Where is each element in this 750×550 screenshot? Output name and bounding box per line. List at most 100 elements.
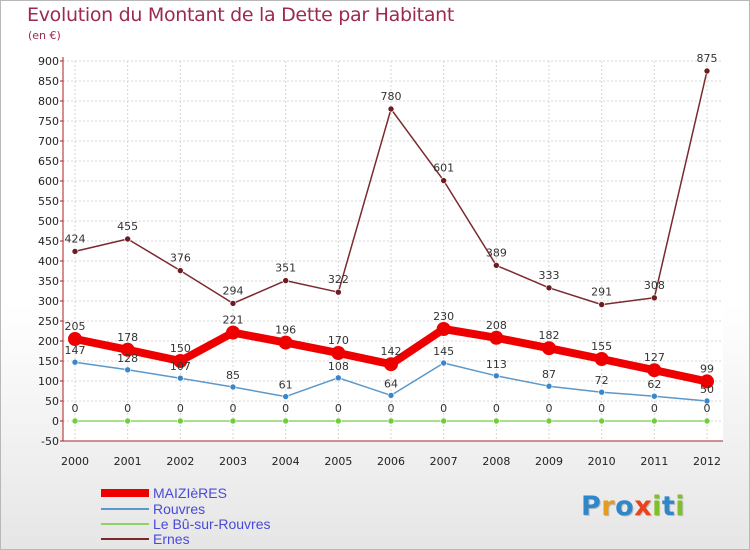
- data-point-ernes: [177, 267, 184, 274]
- data-label-maizieres: 150: [170, 342, 191, 355]
- data-point-rouvres: [335, 374, 342, 382]
- data-label-ernes: 455: [117, 220, 138, 233]
- data-label-le-bu-sur-rouvres: 0: [124, 402, 131, 415]
- data-point-ernes: [598, 301, 605, 308]
- data-point-maizieres: [173, 354, 188, 368]
- x-tick-label: 2001: [114, 455, 142, 468]
- data-point-le-bu-sur-rouvres: [651, 417, 658, 425]
- data-label-maizieres: 182: [539, 329, 560, 342]
- legend-label-le-bu-sur-rouvres: Le Bû-sur-Rouvres: [153, 516, 271, 532]
- data-label-maizieres: 208: [486, 319, 507, 332]
- x-tick-label: 2003: [219, 455, 247, 468]
- y-tick-label: -50: [41, 435, 59, 448]
- data-label-ernes: 351: [275, 262, 296, 275]
- data-label-rouvres: 50: [700, 383, 714, 396]
- data-point-maizieres: [384, 357, 398, 372]
- y-tick-label: 750: [38, 115, 59, 128]
- x-tick-label: 2005: [324, 455, 352, 468]
- y-tick-label: 300: [38, 295, 59, 308]
- data-point-rouvres: [124, 366, 131, 374]
- y-tick-label: 800: [38, 95, 59, 108]
- logo-letter: r: [601, 491, 616, 522]
- data-label-maizieres: 230: [433, 310, 454, 323]
- data-point-rouvres: [493, 372, 500, 380]
- data-label-ernes: 308: [644, 279, 665, 292]
- data-label-le-bu-sur-rouvres: 0: [651, 402, 658, 415]
- data-point-rouvres: [229, 383, 237, 391]
- data-point-le-bu-sur-rouvres: [703, 417, 711, 425]
- y-tick-label: 100: [38, 375, 59, 388]
- y-tick-label: 0: [52, 415, 59, 428]
- data-label-rouvres: 87: [542, 368, 556, 381]
- y-tick-label: 50: [45, 395, 59, 408]
- data-label-ernes: 291: [591, 286, 612, 299]
- data-point-maizieres: [120, 342, 135, 357]
- data-label-maizieres: 205: [65, 320, 86, 333]
- data-point-le-bu-sur-rouvres: [387, 417, 395, 425]
- data-label-le-bu-sur-rouvres: 0: [72, 402, 79, 415]
- logo-letter: x: [634, 491, 653, 522]
- y-tick-label: 450: [38, 235, 59, 248]
- data-label-maizieres: 99: [700, 362, 714, 375]
- data-label-le-bu-sur-rouvres: 0: [704, 402, 711, 415]
- y-tick-label: 550: [38, 195, 59, 208]
- data-label-le-bu-sur-rouvres: 0: [546, 402, 553, 415]
- data-point-ernes: [651, 294, 658, 302]
- data-point-rouvres: [177, 374, 184, 382]
- data-point-le-bu-sur-rouvres: [282, 417, 289, 425]
- data-label-rouvres: 113: [486, 358, 507, 371]
- legend-swatch-maizieres: [101, 489, 149, 497]
- data-point-ernes: [282, 277, 289, 284]
- data-point-rouvres: [71, 358, 79, 366]
- logo-letter: i: [675, 491, 686, 522]
- data-label-rouvres: 107: [170, 360, 191, 373]
- y-tick-label: 200: [38, 335, 59, 348]
- data-label-maizieres: 127: [644, 351, 665, 364]
- data-point-maizieres: [542, 341, 556, 356]
- legend-item-rouvres: Rouvres: [101, 501, 205, 517]
- data-label-rouvres: 147: [65, 344, 86, 357]
- data-label-ernes: 780: [381, 90, 402, 103]
- y-tick-label: 900: [38, 55, 59, 68]
- data-point-ernes: [335, 288, 342, 296]
- legend-label-maizieres: MAIZIèRES: [153, 485, 227, 501]
- data-point-le-bu-sur-rouvres: [71, 417, 79, 425]
- data-label-ernes: 389: [486, 246, 507, 259]
- data-label-le-bu-sur-rouvres: 0: [388, 402, 395, 415]
- legend-label-ernes: Ernes: [153, 531, 190, 547]
- data-label-ernes: 322: [328, 273, 349, 286]
- x-tick-label: 2011: [640, 455, 668, 468]
- data-point-le-bu-sur-rouvres: [545, 417, 553, 425]
- legend-item-maizieres: MAIZIèRES: [101, 485, 227, 501]
- data-label-le-bu-sur-rouvres: 0: [493, 402, 500, 415]
- data-label-maizieres: 178: [117, 331, 138, 344]
- data-point-rouvres: [703, 397, 711, 405]
- data-label-ernes: 294: [223, 284, 244, 297]
- data-point-le-bu-sur-rouvres: [229, 417, 237, 425]
- data-label-rouvres: 128: [117, 352, 138, 365]
- data-point-rouvres: [598, 388, 605, 396]
- data-label-rouvres: 72: [595, 374, 609, 387]
- legend-item-ernes: Ernes: [101, 531, 190, 547]
- x-tick-label: 2010: [588, 455, 616, 468]
- data-point-maizieres: [68, 332, 82, 346]
- data-point-maizieres: [489, 330, 504, 345]
- legend-label-rouvres: Rouvres: [153, 501, 206, 517]
- data-label-rouvres: 145: [433, 345, 454, 358]
- data-label-ernes: 333: [539, 269, 560, 282]
- data-label-maizieres: 196: [275, 324, 296, 337]
- data-point-ernes: [71, 248, 79, 255]
- data-point-ernes: [387, 105, 395, 113]
- data-label-ernes: 875: [697, 52, 718, 65]
- data-label-le-bu-sur-rouvres: 0: [440, 402, 447, 415]
- data-label-rouvres: 62: [647, 378, 661, 391]
- data-label-maizieres: 221: [223, 314, 244, 327]
- logo-letter: i: [652, 491, 662, 522]
- y-tick-label: 150: [38, 355, 59, 368]
- data-label-ernes: 424: [65, 232, 86, 245]
- legend-swatch-rouvres: [101, 508, 149, 510]
- data-label-le-bu-sur-rouvres: 0: [282, 402, 289, 415]
- logo-letter: o: [615, 491, 635, 522]
- y-tick-label: 700: [38, 135, 59, 148]
